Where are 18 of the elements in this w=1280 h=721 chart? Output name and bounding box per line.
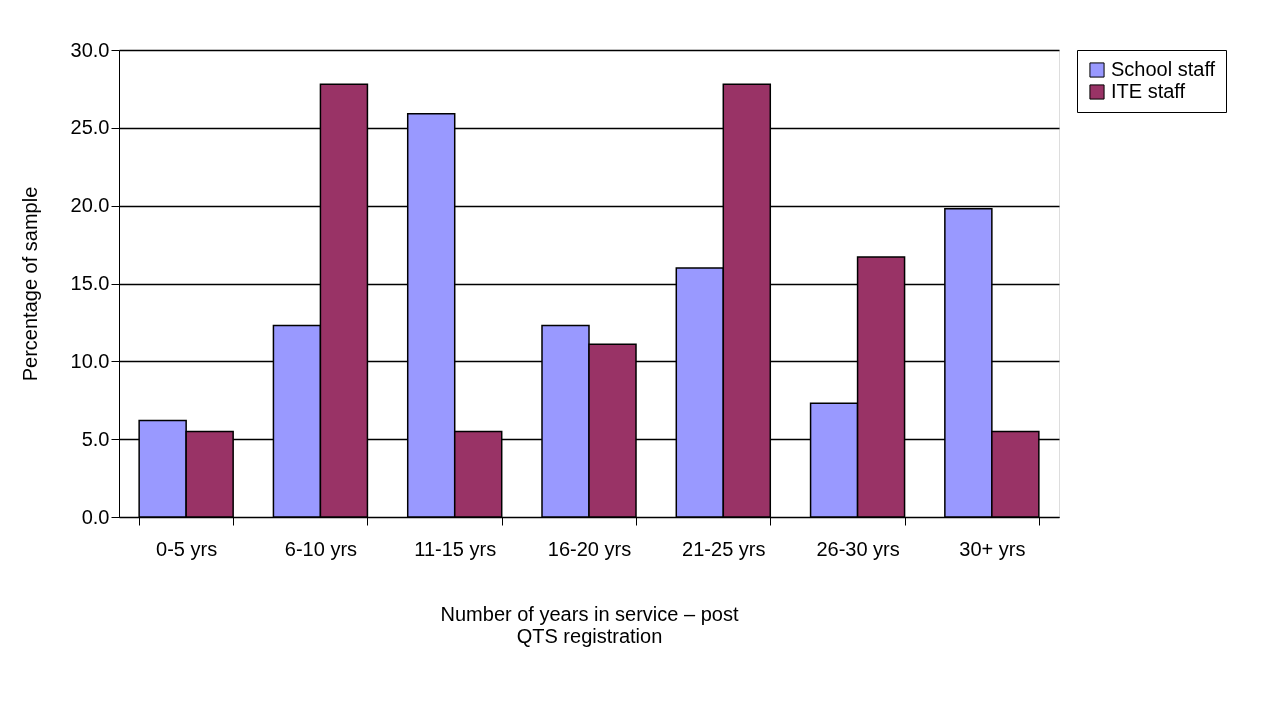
y-tick-label: 15.0 [70,272,110,294]
x-tick-label: 21-25 yrs [682,537,766,560]
x-tick-label: 0-5 yrs [156,537,218,560]
y-axis-title: Percentage of sample [18,186,41,382]
y-tick-label: 0.0 [81,505,110,528]
legend-label: ITE staff [1111,80,1186,102]
x-tick-label: 16-20 yrs [547,537,632,560]
y-tick-label: 10.0 [70,349,110,372]
x-axis-title: Number of years in service – post QTS registration [440,602,739,647]
y-tick-label: 30.0 [70,38,110,61]
y-tick-label: 25.0 [70,116,110,139]
x-tick-label: 11-15 yrs [414,537,497,560]
x-tick-label: 6-10 yrs [284,537,358,560]
x-tick-label: 26-30 yrs [816,537,900,560]
x-tick-label: 30+ yrs [959,537,1026,560]
y-tick-label: 5.0 [81,427,110,450]
legend-label: School staff [1111,58,1216,80]
y-tick-label: 20.0 [70,194,110,217]
